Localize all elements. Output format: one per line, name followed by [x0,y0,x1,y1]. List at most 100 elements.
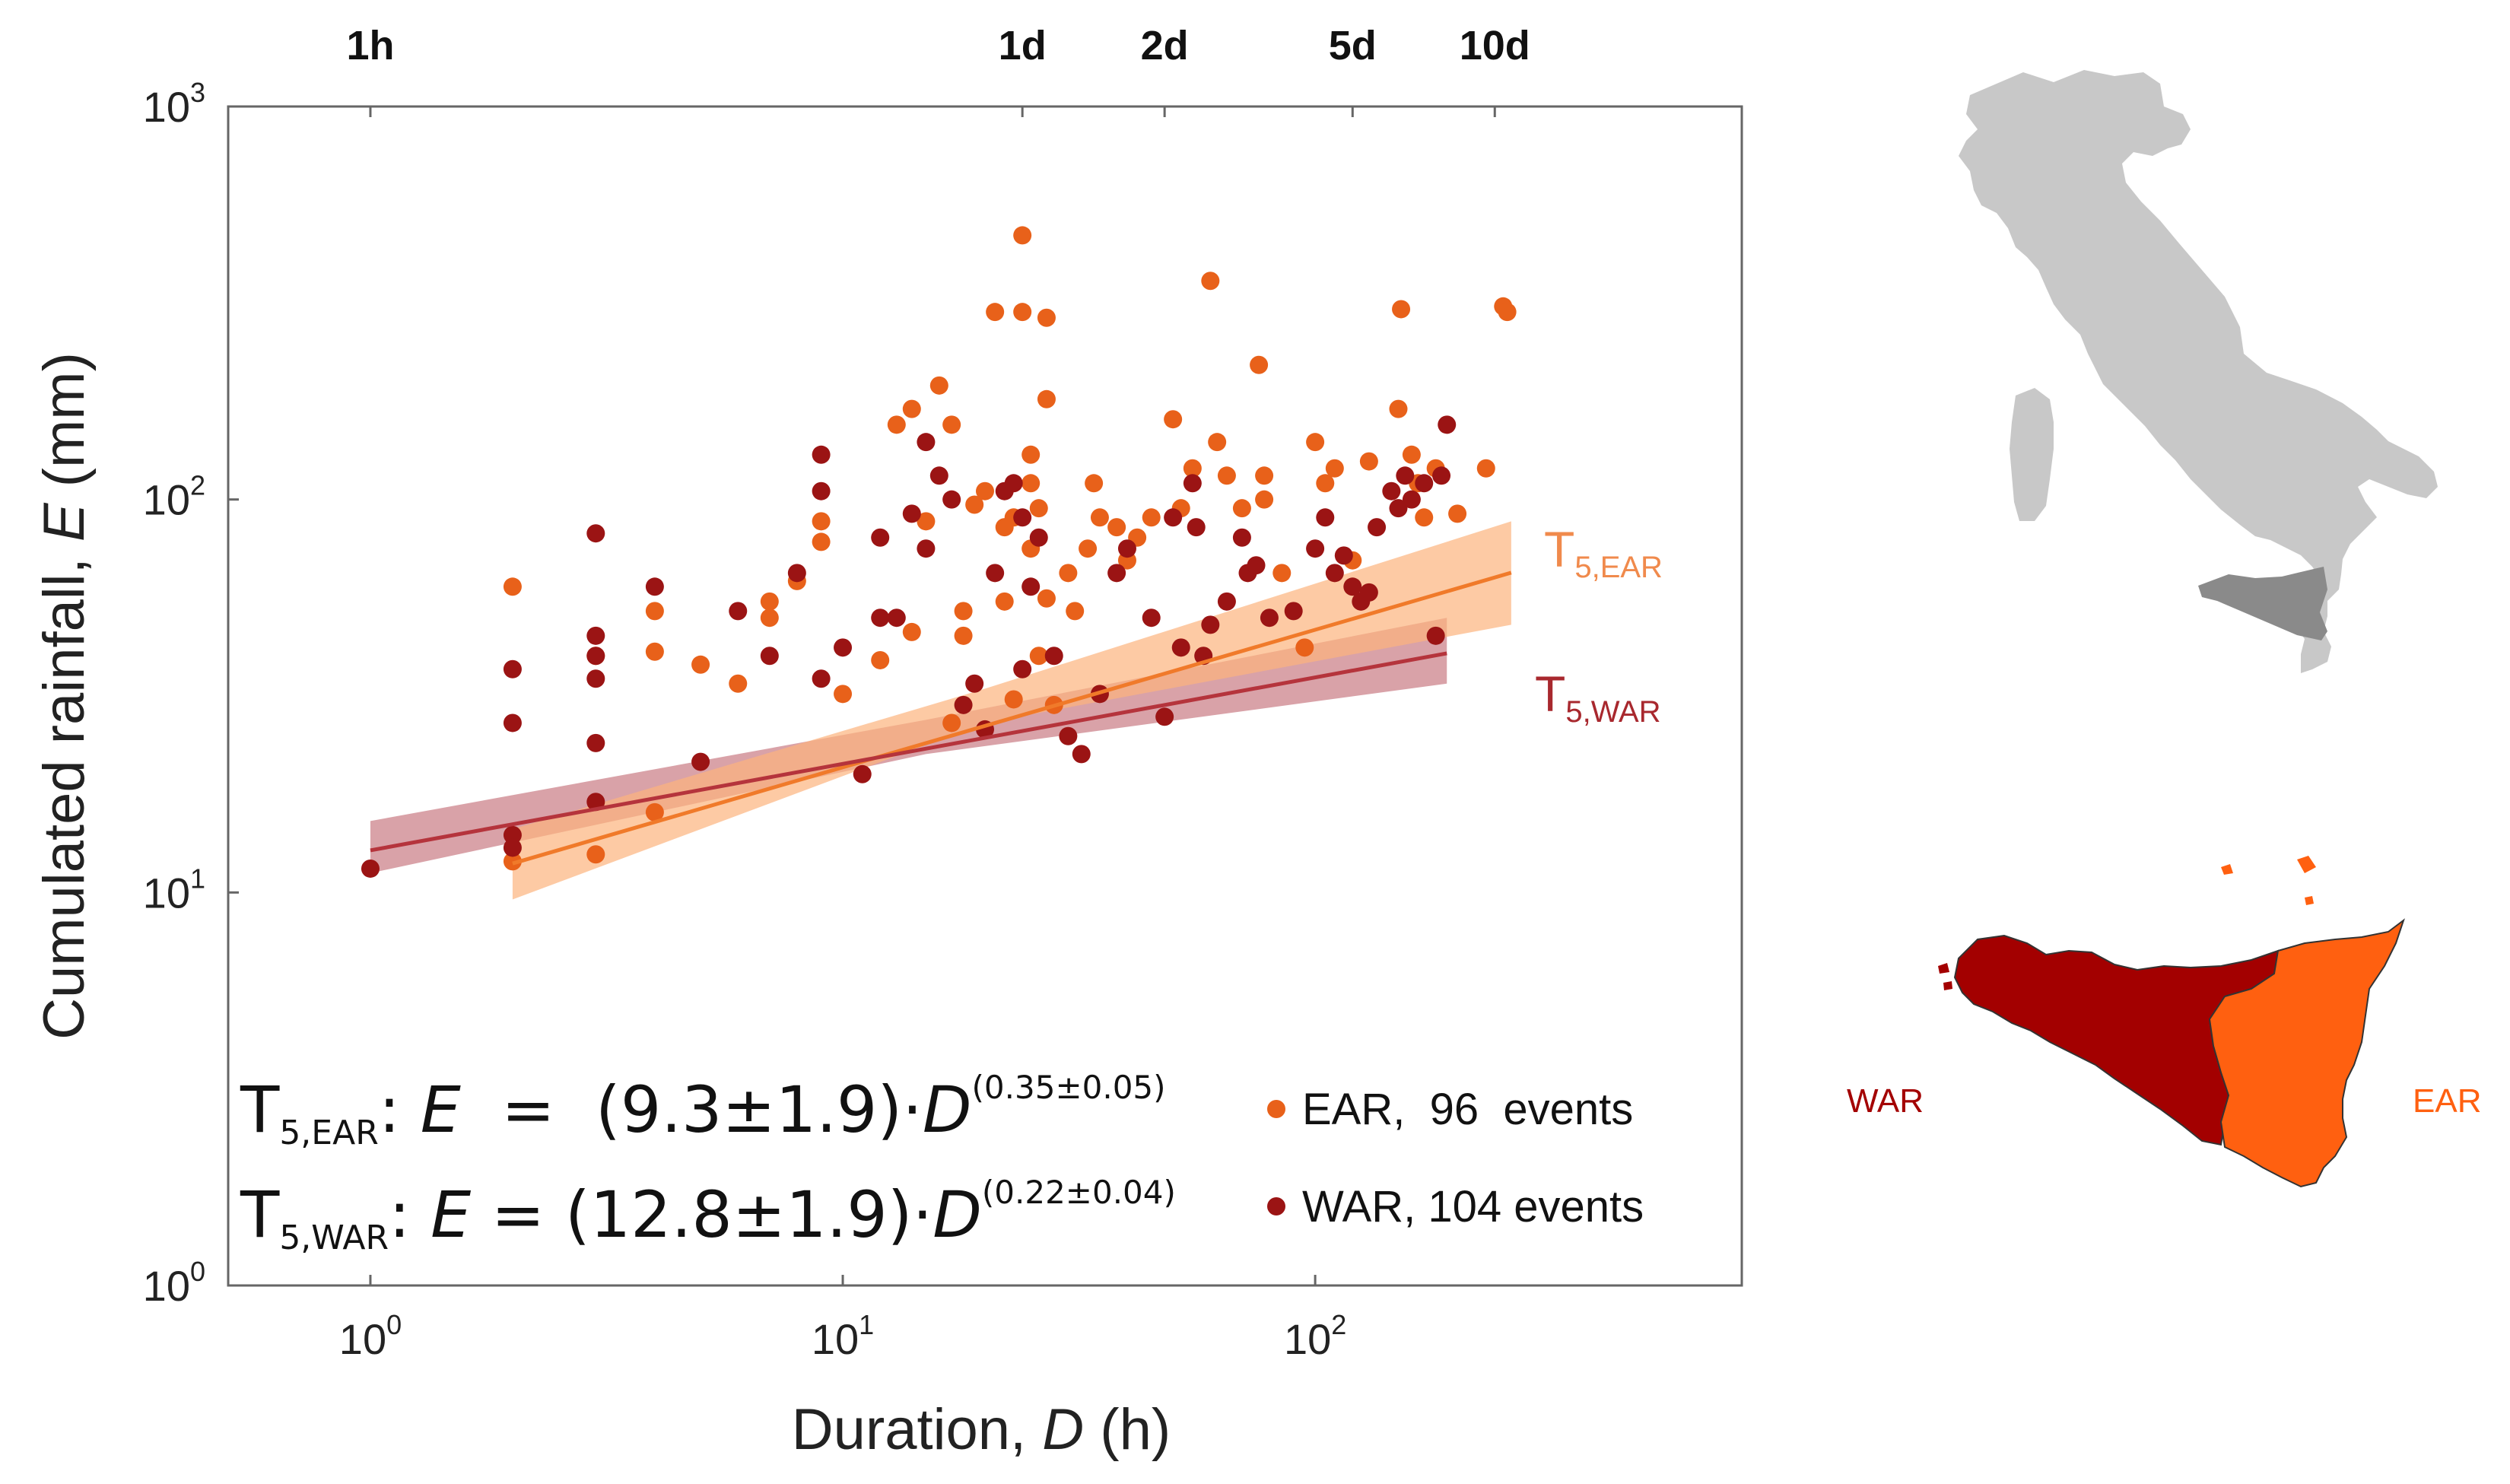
data-point-ear [586,845,605,864]
italy-map [1959,70,2438,673]
data-point-war [917,433,936,452]
x-tick-base: 10 [812,1315,859,1363]
equation-ear: T5,EAR: E = (9.3±1.9)·D(0.35±0.05) [240,1069,1166,1152]
y-axis: 100 101 102 103 [143,77,205,1310]
y-axis-title-prefix: Cumulated rainfall, [32,542,97,1040]
data-point-war [1359,583,1378,602]
y-tick-label: 100 [143,1256,205,1310]
data-point-ear [965,495,984,514]
data-point-ear [1316,474,1335,493]
top-axis: 1h 1d 2d 5d 10d [346,23,1530,68]
data-point-ear [1066,602,1085,621]
data-point-war [965,674,984,693]
eq-ear-body: = (9.3±1.9)· [461,1072,923,1147]
data-point-ear [760,609,779,628]
data-point-ear [1295,638,1314,657]
data-point-war [1247,556,1266,575]
data-point-war [503,713,522,732]
data-point-war [586,524,605,543]
top-tick-label: 10d [1460,23,1530,68]
data-point-war [1164,508,1183,527]
ear-region [2208,918,2405,1188]
data-point-war [812,669,831,688]
data-point-war [812,481,831,500]
data-point-ear [1059,564,1078,583]
data-point-war [1107,564,1126,583]
x-axis: 100 101 102 [339,1309,1346,1363]
data-points [361,226,1517,878]
data-point-war [871,609,890,628]
eq-war-colon: : [389,1177,410,1252]
data-point-ear [1217,466,1236,485]
data-point-war [1117,539,1136,558]
data-point-war [1432,466,1451,485]
top-tick-label: 1h [346,23,394,68]
data-point-war [1316,508,1335,527]
data-point-ear [1013,226,1032,245]
sicily-map: WAR EAR [1847,856,2481,1188]
y-axis-title-var: E [32,502,97,542]
data-point-ear [1389,399,1408,418]
data-point-war [1334,546,1353,565]
axis-ticks [228,105,1496,1287]
top-tick-label: 1d [999,23,1047,68]
data-point-war [503,659,522,678]
data-point-war [586,647,605,666]
data-point-ear [1013,303,1032,322]
y-tick-base: 10 [143,869,190,917]
data-point-ear [1306,433,1325,452]
ear-label: EAR [2413,1082,2481,1120]
data-point-war [1415,474,1434,493]
data-point-ear [1183,459,1202,478]
data-point-ear [503,852,522,871]
annotation-box [233,1042,1704,1270]
data-point-ear [887,415,906,434]
x-axis-title-var: D [1042,1397,1084,1462]
data-point-ear [1085,474,1104,493]
data-point-ear [1037,589,1056,608]
fit-label-ear-sub: 5,EAR [1574,551,1663,584]
data-point-ear [834,685,853,704]
data-point-war [361,859,380,878]
data-point-ear [1255,466,1274,485]
data-point-ear [976,481,994,500]
data-point-ear [812,532,831,551]
data-point-war [853,764,872,783]
data-point-ear [986,303,1005,322]
data-point-war [503,838,522,857]
data-point-ear [1232,499,1251,518]
fit-label-war-main: T [1535,666,1565,722]
data-point-ear [503,577,522,596]
data-point-war [1059,726,1078,745]
x-tick-exp: 1 [859,1309,874,1340]
data-point-war [1004,474,1023,493]
fit-label-ear-main: T [1544,521,1574,577]
y-tick-label: 101 [143,863,205,917]
data-point-war [902,504,921,523]
data-point-war [645,577,664,596]
top-tick-label: 5d [1329,23,1377,68]
data-point-war [1389,499,1408,518]
aeolian-islands [2221,856,2316,905]
y-tick-base: 10 [143,476,190,524]
data-point-war [942,490,961,509]
x-axis-title-suffix: (h) [1084,1397,1171,1462]
data-point-war [1284,602,1303,621]
x-tick-label: 100 [339,1309,402,1363]
data-point-war [503,825,522,844]
data-point-ear [1359,452,1378,471]
eq-war-var-e: E [431,1177,471,1252]
legend: EAR, 96 events WAR, 104 events [1267,1085,1644,1231]
x-tick-base: 10 [339,1315,386,1363]
eq-war-space [410,1177,431,1252]
data-point-war [1044,647,1063,666]
data-point-war [586,626,605,645]
fit-label-war: T5,WAR [1535,666,1661,729]
data-point-ear [1164,410,1183,429]
data-point-war [1187,518,1206,537]
fit-lines [370,570,1512,866]
data-point-war [1325,564,1344,583]
data-point-ear [1142,508,1161,527]
data-point-ear [1037,308,1056,327]
data-point-war [586,733,605,752]
